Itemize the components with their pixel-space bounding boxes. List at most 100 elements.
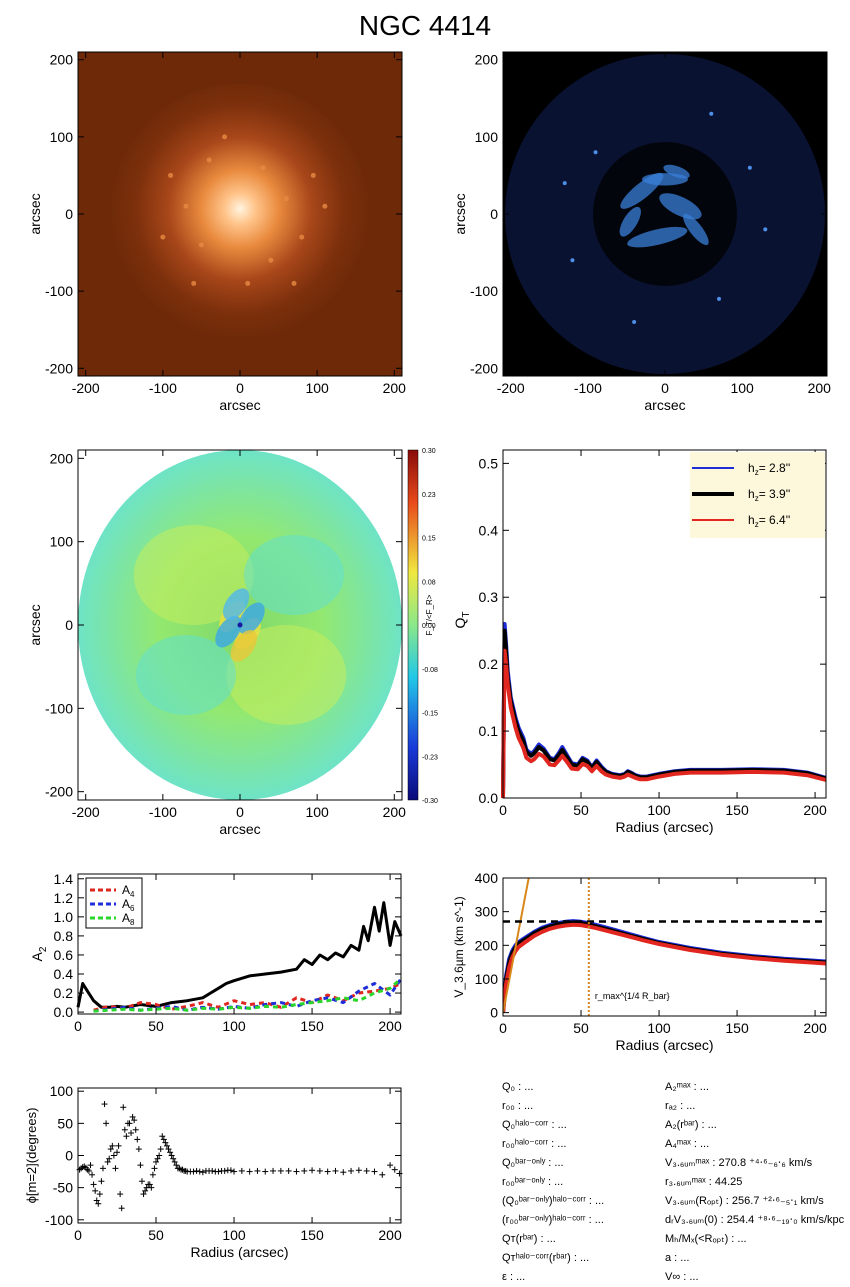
stat-entry: (r₀₀ᵇᵃʳ⁻ᵒⁿˡʸ)ʰᵃˡᵒ⁻ᶜᵒʳʳ : ... — [502, 1214, 604, 1226]
x-axis-label: Radius (arcsec) — [190, 1244, 288, 1260]
x-tick-label: 100 — [647, 1020, 671, 1036]
phase-point — [171, 1158, 178, 1165]
hii-region — [168, 172, 174, 178]
phase-point — [301, 1167, 308, 1174]
y-tick-label: 0.1 — [479, 723, 499, 739]
colorbar-tick-label: -0.30 — [422, 798, 438, 805]
y-tick-label: 400 — [475, 870, 499, 886]
stat-entry: A₂(rᵇᵃʳ) : ... — [665, 1119, 717, 1131]
y-tick-label: 0.6 — [54, 947, 74, 963]
force-blob — [230, 630, 258, 662]
stat-entry: V∞ : ... — [665, 1271, 699, 1283]
y-tick-label: 200 — [50, 450, 74, 466]
stats-right-column: A₂ᵐᵃˣ : ... rₐ₂ : ... A₂(rᵇᵃʳ) : ... A₄ᵐᵃˣ … — [665, 1078, 844, 1287]
phase-point — [123, 1133, 130, 1140]
arm-residual — [663, 164, 690, 179]
phase-point — [215, 1168, 222, 1175]
phase-point — [167, 1149, 174, 1156]
phase-point — [396, 1170, 403, 1177]
x-tick-label: -100 — [149, 380, 177, 396]
phase-point — [371, 1168, 378, 1175]
y-tick-label: 0 — [65, 617, 73, 633]
colorbar-tick-label: -0.23 — [422, 754, 438, 761]
galaxy-disk — [110, 84, 370, 344]
x-tick-label: 150 — [725, 1020, 749, 1036]
residual-spot — [709, 111, 714, 116]
hii-region — [245, 280, 251, 286]
phase-point — [231, 1168, 238, 1175]
phase-point — [162, 1139, 169, 1146]
fourier-amplitudes-panel: 0 50 100 150 2000.00.20.40.60.81.01.21.4A2A4… — [29, 871, 403, 1034]
plot-frame — [77, 1087, 402, 1224]
phase-point — [270, 1167, 277, 1174]
legend-label-sub: 4 — [130, 890, 135, 899]
phase-point — [153, 1158, 160, 1165]
y-axis-label: arcsec — [27, 604, 43, 645]
rmax-annotation: r_max^{1/4 R_bar} — [595, 991, 670, 1001]
phase-point — [190, 1168, 197, 1175]
hii-region — [291, 280, 297, 286]
phase-point — [324, 1168, 331, 1175]
phase-point — [379, 1171, 386, 1178]
y-tick-label: -200 — [45, 360, 73, 376]
phase-point — [87, 1162, 94, 1169]
phase-point — [107, 1146, 114, 1153]
y-tick-label: -100 — [45, 700, 73, 716]
phase-point — [209, 1167, 216, 1174]
stat-entry: ε : ... — [502, 1271, 526, 1283]
y-tick-label: 1.0 — [54, 909, 74, 925]
phase-point — [363, 1167, 370, 1174]
y-tick-label: -100 — [45, 283, 73, 299]
phase-point — [103, 1120, 110, 1127]
y-tick-label: 0.2 — [479, 656, 499, 672]
x-tick-label: 200 — [378, 1227, 402, 1243]
residual-spot — [570, 258, 575, 263]
stat-entry: r₀₀ : ... — [502, 1100, 534, 1112]
x-tick-label: -200 — [72, 380, 100, 396]
y-tick-label: 200 — [475, 52, 499, 68]
phase-point — [254, 1167, 261, 1174]
phase-point — [182, 1167, 189, 1174]
stat-entry: Q₀ʰᵃˡᵒ⁻ᶜᵒʳʳ : ... — [502, 1119, 567, 1131]
legend-label: hz= 2.8'' — [748, 461, 790, 477]
phase-point — [332, 1167, 339, 1174]
x-tick-label: 100 — [647, 802, 671, 818]
phase-point — [142, 1187, 149, 1194]
y-tick-label: 0.4 — [54, 966, 74, 982]
phase-point — [118, 1205, 125, 1212]
negative-lobe — [244, 535, 344, 615]
phase-point — [170, 1155, 177, 1162]
colorbar — [407, 449, 419, 801]
x-tick-label: 0 — [661, 380, 669, 396]
x-tick-label: 100 — [222, 1018, 246, 1034]
phase-point — [157, 1146, 164, 1153]
y-tick-label: 100 — [50, 129, 74, 145]
plot-frame — [502, 449, 827, 799]
amplitude-series-line — [93, 977, 403, 1013]
phase-point — [89, 1171, 96, 1178]
y-tick-label: 1.2 — [54, 890, 74, 906]
colorbar-tick-label: 0.15 — [422, 536, 436, 543]
stat-entry: a : ... — [665, 1252, 690, 1264]
phase-point — [132, 1126, 139, 1133]
x-tick-label: 0 — [74, 1018, 82, 1034]
legend-label: hz= 6.4'' — [748, 513, 790, 529]
colorbar-tick-label: 0.08 — [422, 579, 436, 586]
phase-point — [165, 1146, 172, 1153]
hii-region — [160, 234, 166, 240]
hii-region — [299, 234, 305, 240]
legend-label-tail: = 3.9'' — [759, 487, 791, 501]
hii-region — [283, 196, 289, 202]
x-tick-label: -100 — [574, 380, 602, 396]
y-tick-label: 0 — [490, 1005, 498, 1021]
y-tick-label: 0.5 — [479, 455, 499, 471]
stat-entry: r₀₀ʰᵃˡᵒ⁻ᶜᵒʳʳ : ... — [502, 1138, 567, 1150]
residual-core — [593, 142, 737, 286]
phase-point — [106, 1155, 113, 1162]
x-tick-label: -200 — [72, 804, 100, 820]
phase-point — [96, 1191, 103, 1198]
qt-series-line — [501, 648, 827, 799]
stat-entry: Qᴛ(rᵇᵃʳ) : ... — [502, 1233, 556, 1245]
stat-entry: (Q₀ᵇᵃʳ⁻ᵒⁿˡʸ)ʰᵃˡᵒ⁻ᶜᵒʳʳ : ... — [502, 1195, 605, 1207]
x-tick-label: 0 — [74, 1227, 82, 1243]
